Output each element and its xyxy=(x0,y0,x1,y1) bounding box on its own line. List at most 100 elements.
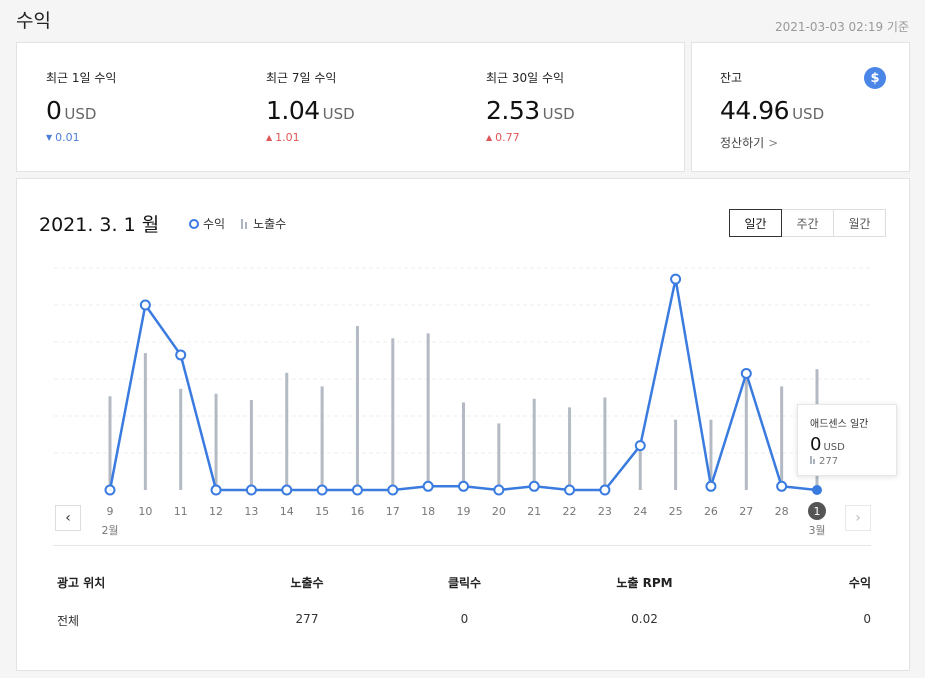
x-tick-label: 16 xyxy=(350,505,364,518)
stat-value: 1.04 xyxy=(266,96,320,125)
stat-label: 최근 1일 수익 xyxy=(46,71,117,85)
bar-icon xyxy=(241,218,249,229)
data-point xyxy=(705,480,717,492)
period-title: 2021. 3. 1 월 xyxy=(39,214,160,236)
stat-change: ▲ 0.77 xyxy=(486,131,520,144)
chart-card: 2021. 3. 1 월 수익 노출수 일간 주간 월간 9 10 11 12 13 14… xyxy=(16,178,910,671)
next-page-button[interactable]: › xyxy=(845,505,871,531)
stat-7day: 최근 7일 수익 1.04 USD ▲ 1.01 xyxy=(266,69,355,144)
x-tick-label: 23 xyxy=(598,505,612,518)
stat-change: ▼ 0.01 xyxy=(46,131,80,144)
x-tick-label: 19 xyxy=(457,505,471,518)
cell-revenue: 0 xyxy=(863,612,871,626)
bar xyxy=(568,407,572,490)
tooltip-title: 애드센스 일간 xyxy=(810,419,869,430)
cell-rpm: 0.02 xyxy=(631,612,658,626)
legend-views: 노출수 xyxy=(241,215,286,232)
stat-label: 최근 30일 수익 xyxy=(486,71,565,85)
x-tick-label: 13 xyxy=(244,505,258,518)
settle-link[interactable]: 정산하기 > xyxy=(720,136,779,150)
stat-change: ▲ 1.01 xyxy=(266,131,300,144)
tooltip-unit: USD xyxy=(823,442,845,453)
x-tick-label: 20 xyxy=(492,505,506,518)
month-label: 3월 xyxy=(808,524,825,537)
bar xyxy=(320,386,324,490)
bar xyxy=(674,419,678,490)
table-header: 광고 위치 노출수 클릭수 노출 RPM 수익 xyxy=(57,574,871,591)
period-tabs: 일간 주간 월간 xyxy=(729,209,886,237)
header-clicks: 클릭수 xyxy=(447,576,482,590)
bar xyxy=(391,338,395,490)
x-tick-label: 25 xyxy=(669,505,683,518)
data-point xyxy=(564,484,576,496)
data-point xyxy=(316,484,328,496)
header-revenue: 수익 xyxy=(848,576,871,590)
tab-monthly[interactable]: 월간 xyxy=(833,209,886,237)
bar xyxy=(780,386,784,490)
tooltip-views: 277 xyxy=(810,456,884,467)
data-point xyxy=(175,349,187,361)
x-tick-label: 1 xyxy=(814,505,821,518)
divider xyxy=(53,545,871,546)
data-point xyxy=(104,484,116,496)
x-tick-label: 17 xyxy=(386,505,400,518)
data-point xyxy=(139,299,151,311)
dollar-icon: $ xyxy=(864,67,886,89)
balance-unit: USD xyxy=(792,105,825,123)
x-tick-label: 14 xyxy=(280,505,294,518)
bar xyxy=(285,372,289,490)
bar xyxy=(462,402,465,490)
bar xyxy=(214,393,218,490)
tooltip-value: 0 xyxy=(810,434,822,455)
chart-tooltip: 애드센스 일간 0 USD 277 xyxy=(797,404,897,476)
data-point xyxy=(634,440,646,452)
bar xyxy=(603,397,607,490)
x-tick-label: 15 xyxy=(315,505,329,518)
bar xyxy=(249,399,253,490)
data-point xyxy=(599,484,611,496)
x-tick-label: 22 xyxy=(563,505,577,518)
data-point xyxy=(670,273,682,285)
balance-label: 잔고 xyxy=(720,71,743,85)
tab-weekly[interactable]: 주간 xyxy=(781,209,834,237)
tab-daily[interactable]: 일간 xyxy=(729,209,782,237)
balance-value: 44.96 xyxy=(720,96,790,125)
data-point-selected xyxy=(812,485,822,495)
chevron-left-icon: ‹ xyxy=(65,510,71,526)
stat-value: 0 xyxy=(46,96,62,125)
x-tick-label: 12 xyxy=(209,505,223,518)
header-rpm: 노출 RPM xyxy=(616,576,673,590)
data-point xyxy=(210,484,222,496)
triangle-up-icon: ▲ xyxy=(486,133,493,142)
chevron-right-icon: > xyxy=(768,136,779,150)
bar xyxy=(709,419,713,490)
data-point xyxy=(493,484,505,496)
bar-icon xyxy=(810,456,816,464)
chevron-right-icon: › xyxy=(855,510,861,526)
triangle-up-icon: ▲ xyxy=(266,133,273,142)
header-views: 노출수 xyxy=(290,576,324,590)
x-tick-label: 9 xyxy=(107,505,114,518)
month-label: 2월 xyxy=(101,524,118,537)
data-point xyxy=(387,484,399,496)
stat-unit: USD xyxy=(542,105,575,123)
data-point xyxy=(776,480,788,492)
bar xyxy=(744,370,748,490)
stat-unit: USD xyxy=(322,105,355,123)
bar xyxy=(532,398,536,490)
revenue-chart: 9 10 11 12 13 14 15 16 17 18 19 20 21 22 23 24 25 26 27 28 1… xyxy=(54,267,872,537)
x-tick-label: 11 xyxy=(174,505,188,518)
data-point xyxy=(458,480,469,492)
x-tick-label: 24 xyxy=(633,505,647,518)
bar xyxy=(497,423,501,490)
bar xyxy=(355,325,359,490)
balance-card: 잔고 44.96 USD 정산하기 > $ xyxy=(691,42,910,172)
bar xyxy=(179,388,183,490)
stat-30day: 최근 30일 수익 2.53 USD ▲ 0.77 xyxy=(486,69,575,144)
bar xyxy=(638,444,642,490)
data-point xyxy=(422,480,434,492)
summary-card: 최근 1일 수익 0 USD ▼ 0.01 최근 7일 수익 1.04 USD ▲ 1.… xyxy=(16,42,685,172)
cell-views: 277 xyxy=(295,612,319,626)
circle-icon xyxy=(189,218,199,229)
prev-page-button[interactable]: ‹ xyxy=(55,505,81,531)
